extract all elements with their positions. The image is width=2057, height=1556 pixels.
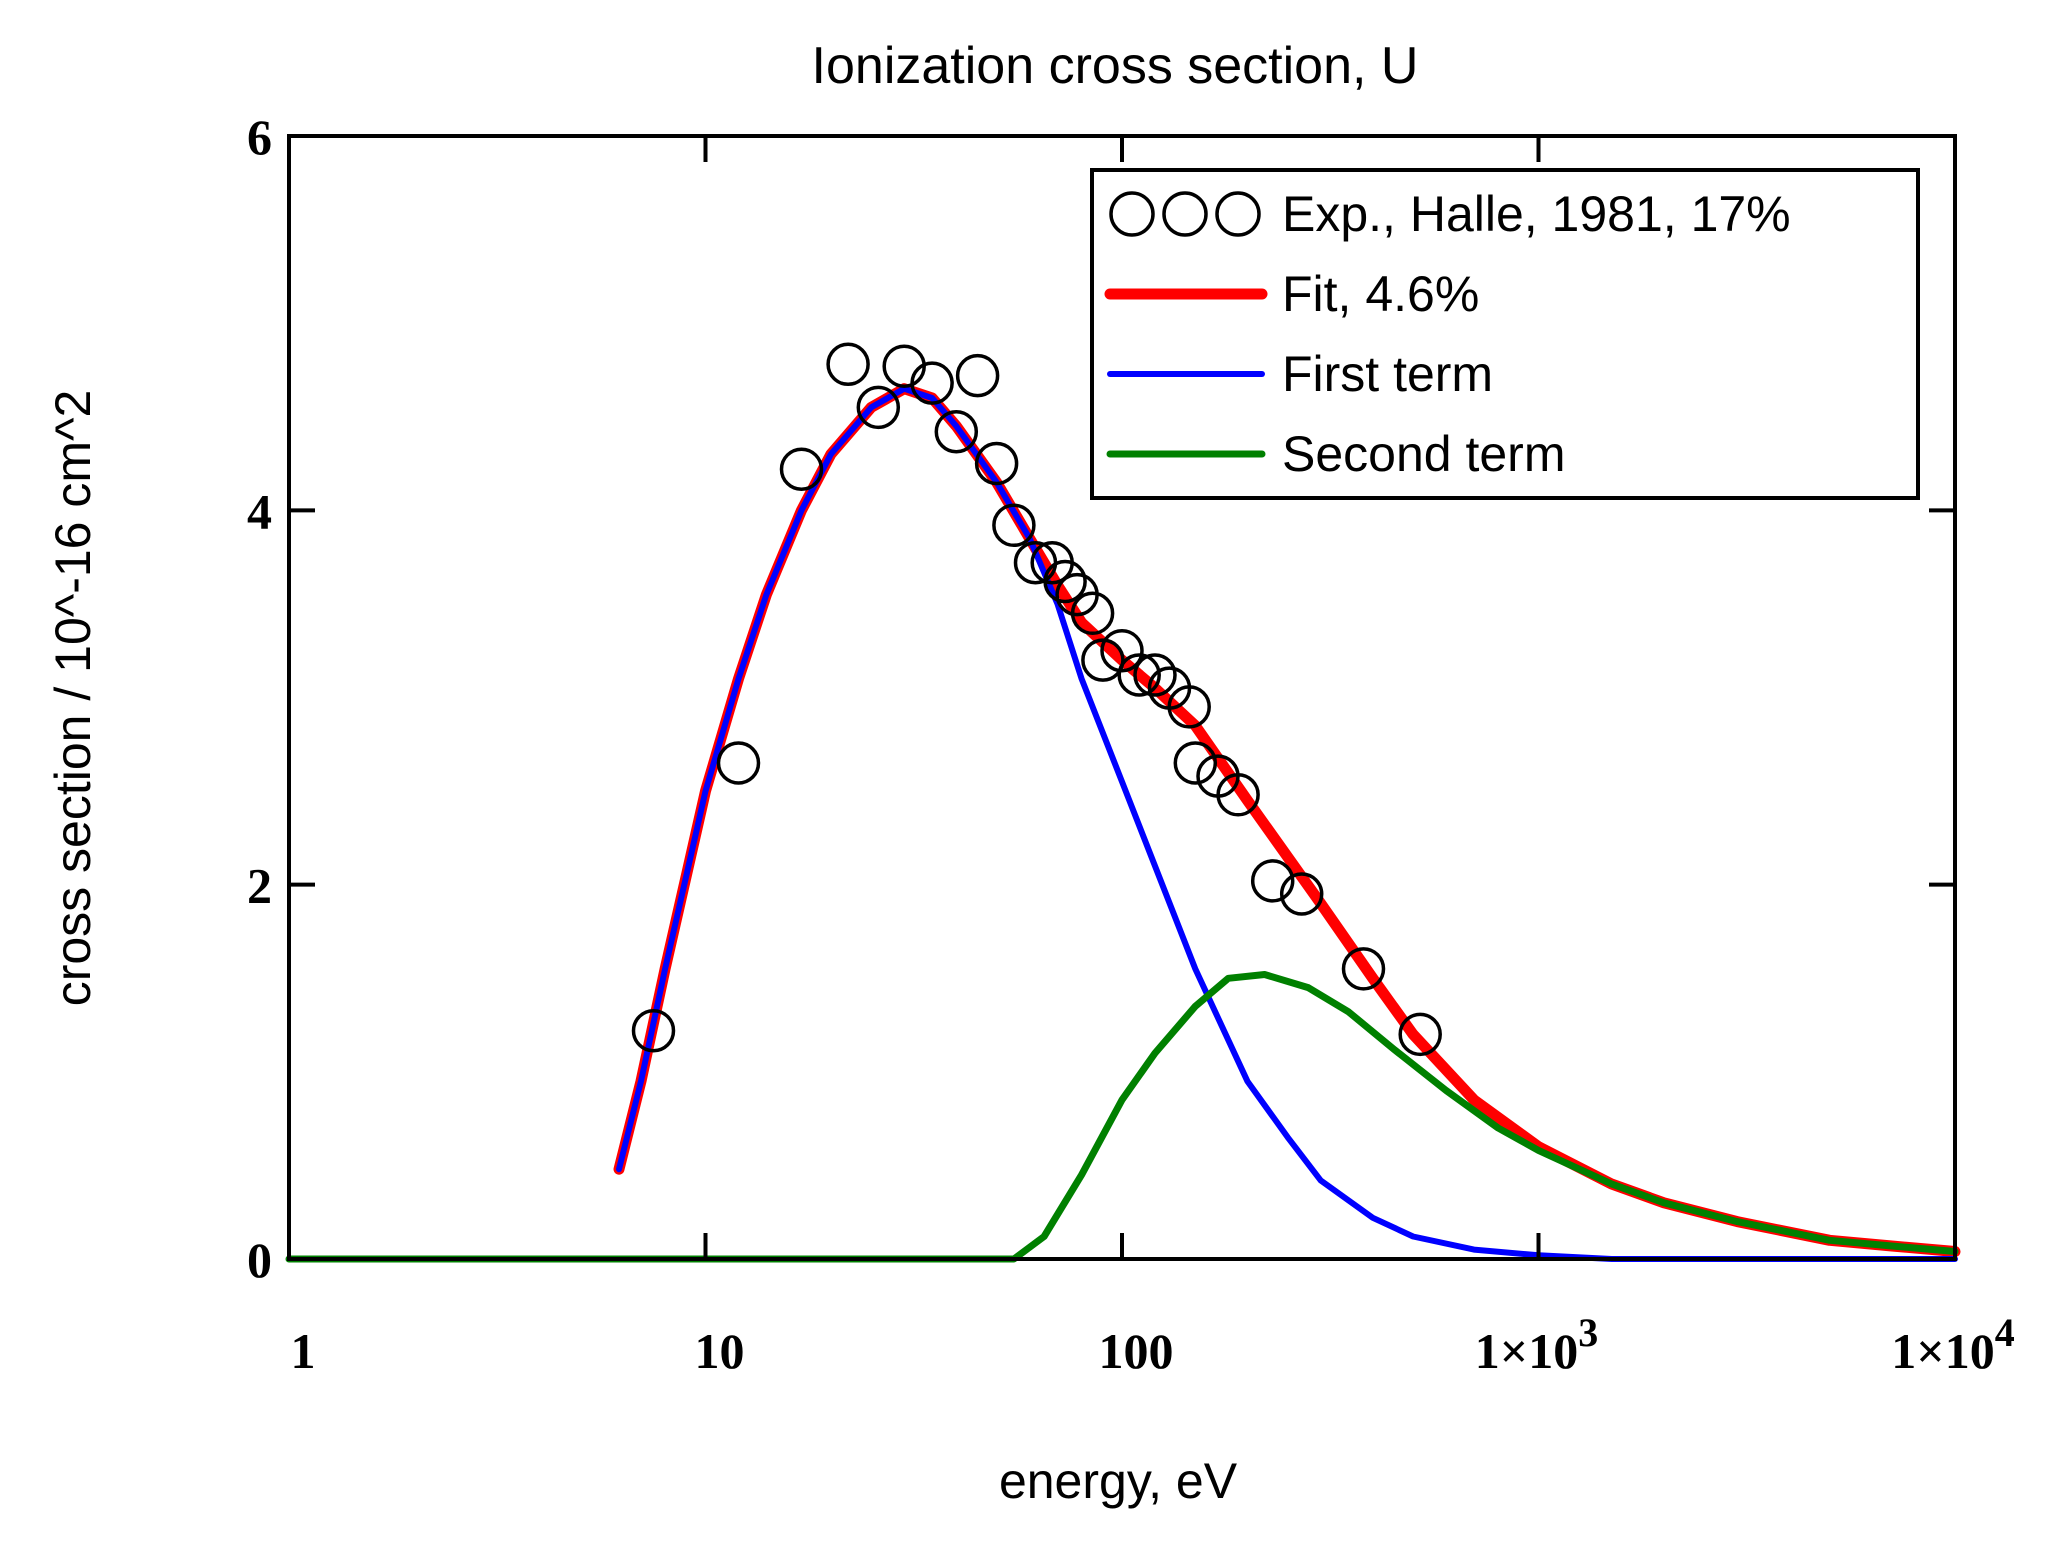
data-point-1 — [631, 1008, 676, 1053]
legend-marker-2 — [1162, 191, 1208, 237]
data-point-22 — [1167, 685, 1211, 729]
series-layer — [285, 342, 1961, 1263]
x-tick-label-1: 1 — [291, 1323, 316, 1379]
data-point-14 — [1043, 559, 1087, 604]
data-point-3 — [779, 447, 824, 491]
data-point-20 — [1133, 653, 1177, 697]
legend-items: Exp., Halle, 1981, 17% Fit, 4.6% First ter… — [1104, 186, 1791, 482]
y-tick-label-2: 2 — [247, 858, 272, 914]
data-point-8 — [934, 409, 979, 454]
legend-label: First term — [1282, 346, 1493, 402]
x-axis-label: energy, eV — [999, 1453, 1238, 1509]
legend: Exp., Halle, 1981, 17% Fit, 4.6% First ter… — [1090, 168, 1920, 500]
data-point-26 — [1250, 859, 1295, 903]
x-tick-label-2: 10 — [695, 1323, 745, 1379]
y-tick-label-4: 6 — [247, 109, 272, 165]
legend-item-2: Fit, 4.6% — [1104, 266, 1479, 322]
data-point-27 — [1279, 872, 1324, 916]
data-point-29 — [1398, 1012, 1442, 1057]
y-tick-label-1: 0 — [247, 1232, 272, 1288]
legend-label: Exp., Halle, 1981, 17% — [1282, 186, 1791, 242]
data-point-18 — [1100, 628, 1144, 673]
data-point-7 — [910, 361, 954, 405]
legend-marker-3 — [1215, 191, 1261, 237]
data-point-10 — [974, 441, 1019, 486]
data-point-23 — [1173, 741, 1218, 785]
data-point-9 — [955, 353, 1000, 398]
legend-item-4: Second term — [1106, 426, 1565, 482]
data-point-2 — [716, 741, 761, 785]
data-point-17 — [1081, 638, 1125, 682]
data-point-19 — [1117, 653, 1161, 697]
legend-label: Fit, 4.6% — [1282, 266, 1479, 322]
legend-marker-1 — [1109, 191, 1155, 237]
series-line-3 — [285, 971, 1959, 1263]
legend-box — [1090, 168, 1920, 500]
series-line-2 — [616, 385, 1958, 1262]
x-tick-label-3: 100 — [1099, 1323, 1174, 1379]
data-point-11 — [992, 503, 1036, 548]
data-point-5 — [856, 385, 901, 430]
legend-label: Second term — [1282, 426, 1565, 482]
legend-item-3: First term — [1107, 346, 1493, 402]
data-point-4 — [826, 342, 870, 387]
chart-title: Ionization cross section, U — [812, 37, 1419, 95]
data-point-16 — [1070, 591, 1115, 636]
legend-item-1: Exp., Halle, 1981, 17% — [1109, 186, 1791, 242]
data-point-28 — [1341, 947, 1386, 991]
data-point-25 — [1216, 773, 1260, 817]
y-axis-label: cross section / 10^-16 cm^2 — [45, 390, 101, 1007]
y-tick-label-3: 4 — [247, 483, 272, 539]
